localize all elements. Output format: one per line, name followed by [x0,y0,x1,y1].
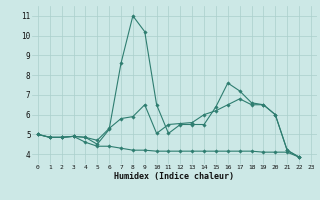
X-axis label: Humidex (Indice chaleur): Humidex (Indice chaleur) [115,172,234,181]
